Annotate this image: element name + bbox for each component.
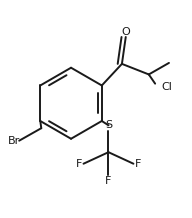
Text: F: F — [75, 159, 82, 169]
Text: F: F — [135, 159, 142, 169]
Text: Br: Br — [8, 136, 21, 146]
Text: Cl: Cl — [161, 82, 172, 92]
Text: S: S — [105, 120, 112, 130]
Text: O: O — [121, 27, 130, 37]
Text: F: F — [105, 176, 112, 186]
